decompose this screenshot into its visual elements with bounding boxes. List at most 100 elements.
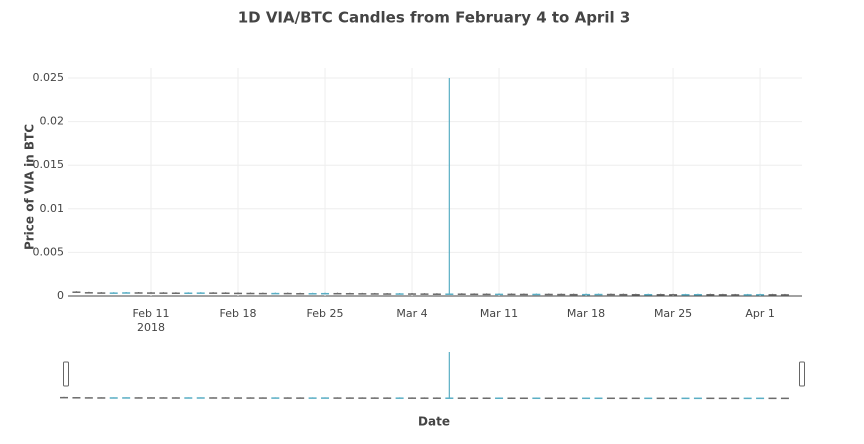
candle-body [780,294,789,296]
slider-handle[interactable] [63,361,69,387]
slider-background [66,350,802,400]
candle-body [756,397,765,400]
candle-body [234,292,243,295]
candle-body [159,292,168,294]
candle-body [594,397,603,400]
x-tick-label: Mar 25 [654,307,692,320]
candle-body [209,292,218,294]
candle-body [171,292,180,295]
candle-body [184,292,193,295]
x-tick-label: Feb 11 [133,307,170,320]
candle-body [308,397,317,399]
x-year-label: 2018 [137,321,165,334]
candle-body [582,397,591,400]
candle-body [221,397,230,399]
slider-handle[interactable] [799,361,805,387]
candle-body [457,293,466,295]
chart-title: 1D VIA/BTC Candles from February 4 to Ap… [238,9,631,27]
candle-body [358,397,367,399]
candle-body [221,292,230,295]
candle-body [544,293,553,296]
candle-body [432,293,441,295]
y-axis-title: Price of VIA in BTC [23,124,37,250]
x-tick-label: Mar 18 [567,307,605,320]
candle-body [569,293,578,296]
candle-body [321,292,330,295]
range-slider[interactable] [60,350,805,400]
candle-body [495,293,504,296]
candle-body [408,397,417,399]
candle-body [532,397,541,400]
candle-body [594,293,603,296]
candle-body [706,293,715,296]
candle-body [209,397,218,399]
candle-body [619,397,628,400]
candle-body [333,397,342,399]
candle-body [718,294,727,296]
candle-body [656,397,665,400]
candle-body [495,397,504,400]
candle-body [122,397,131,399]
candle-body [631,293,640,296]
candle-body [532,293,541,296]
candle-body [619,293,628,296]
candle-body [681,397,690,400]
candle-body [470,397,479,399]
candle-body [644,293,653,296]
candle-body [582,293,591,296]
x-tick-label: Feb 18 [220,307,257,320]
candle-body [271,292,280,295]
candle-body [606,397,615,400]
candle-body [84,292,93,294]
y-tick-label: 0.02 [40,115,65,128]
plot-area [72,78,789,296]
candle-body [171,397,180,399]
candle-body [519,293,528,296]
candle-body [134,292,143,294]
candle-body [606,293,615,296]
candle-body [383,397,392,399]
candle-body [408,293,417,295]
candle-body [72,291,81,293]
candle-body [693,397,702,400]
candle-body [756,294,765,296]
y-tick-label: 0.005 [33,245,65,258]
candle-body [445,397,454,399]
candle-body [669,294,678,296]
y-tick-label: 0 [57,289,64,302]
candle-body [283,292,292,295]
candle-body [656,293,665,296]
candle-body [97,292,106,294]
candle-body [557,397,566,400]
candle-body [60,396,68,399]
candle-body [196,397,205,399]
candle-body [432,397,441,399]
candle-body [457,397,466,399]
candle-body [693,293,702,296]
candle-body [544,397,553,400]
candle-body [507,293,516,296]
candle-body [345,293,354,295]
candle-body [780,397,789,400]
x-tick-label: Feb 25 [307,307,344,320]
candle-body [196,292,205,294]
candle-body [258,397,267,399]
candle-body [283,397,292,399]
candle-body [743,294,752,296]
candle-body [370,397,379,399]
candle-body [383,293,392,295]
candle-body [669,397,678,400]
x-tick-label: Mar 11 [480,307,518,320]
candle-body [731,294,740,296]
candle-body [345,397,354,399]
candle-body [569,397,578,400]
candle-body [109,292,118,294]
candle-body [681,294,690,296]
candle-body [97,397,106,399]
x-axis-title: Date [418,415,450,429]
candle-body [557,293,566,296]
candle-body [731,397,740,400]
candle-body [134,397,143,399]
x-tick-label: Mar 4 [396,307,427,320]
